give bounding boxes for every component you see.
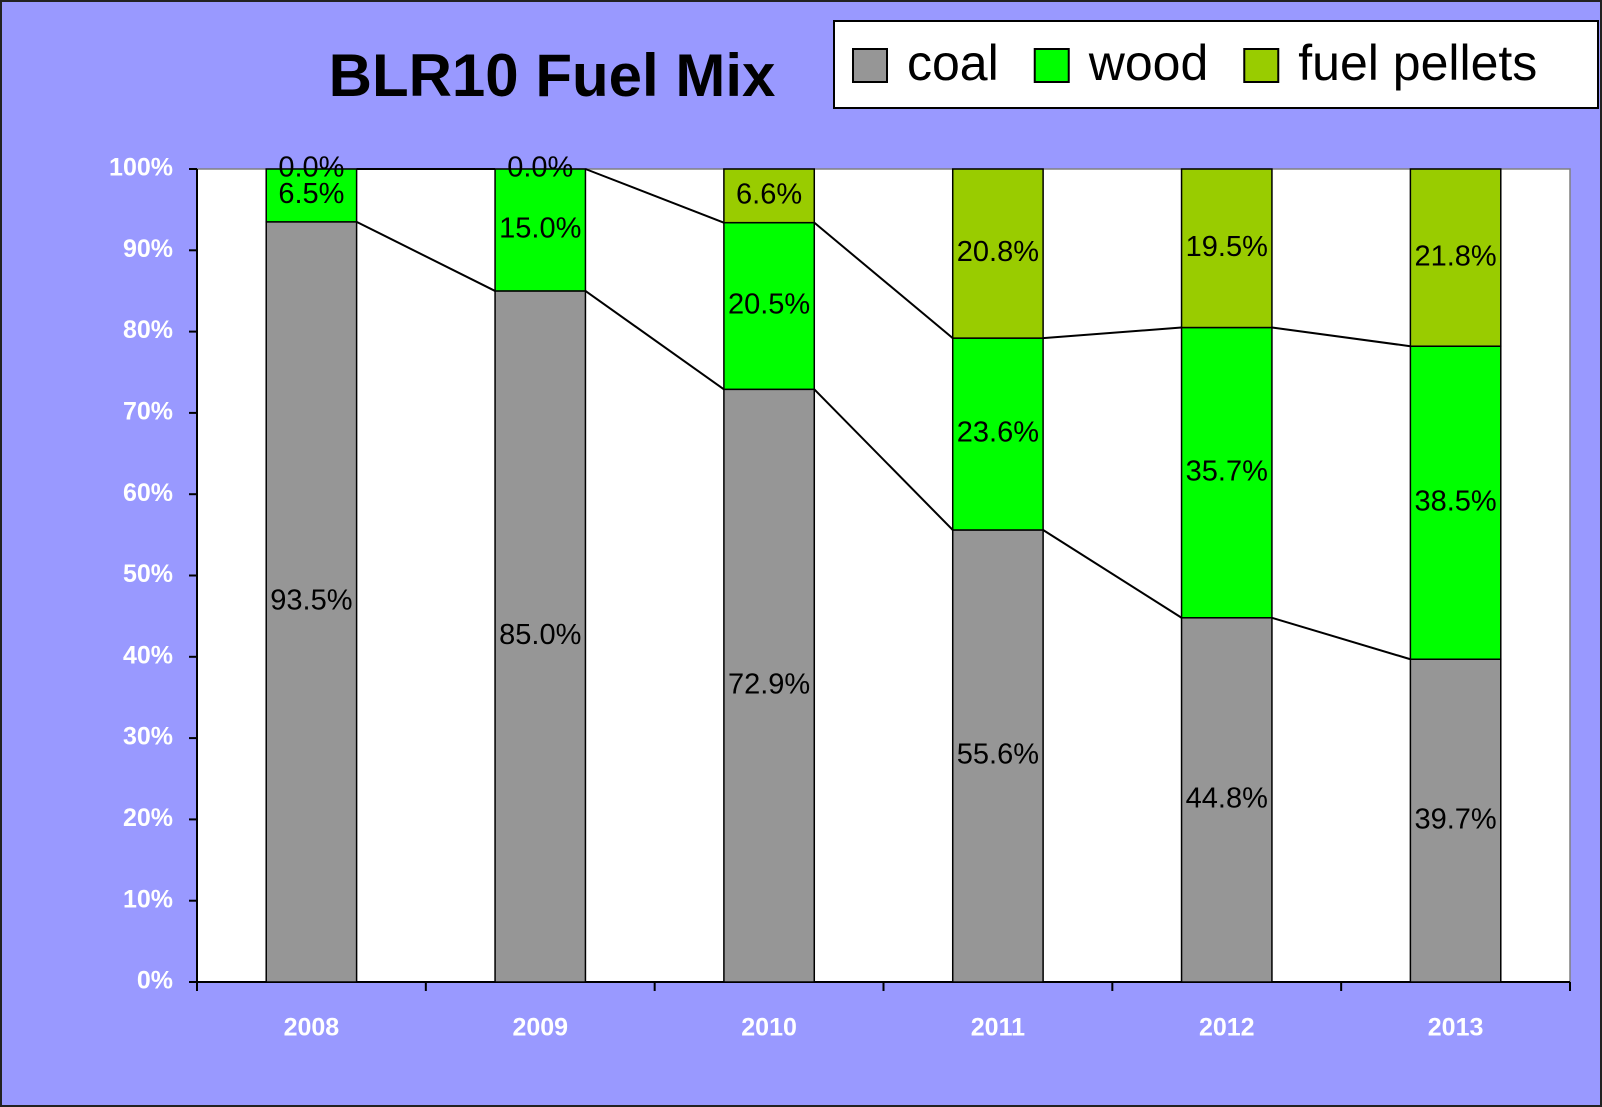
value-label: 15.0%: [499, 213, 581, 245]
x-tick-label: 2010: [741, 1014, 797, 1042]
bar-segment: [723, 388, 816, 983]
value-label: 20.8%: [957, 236, 1039, 268]
bar-segment: [265, 221, 358, 983]
y-tick-label: 60%: [123, 479, 173, 507]
series-line: [813, 221, 954, 339]
bar-segment: [723, 168, 816, 224]
value-label: 0.0%: [278, 152, 344, 184]
bar-segment: [1180, 168, 1273, 329]
legend-swatch: [1243, 48, 1280, 83]
y-tick-label: 30%: [123, 723, 173, 751]
legend: [833, 20, 1599, 109]
bar-segment: [1180, 617, 1273, 983]
y-tick-label: 40%: [123, 641, 173, 669]
value-label: 39.7%: [1414, 803, 1496, 835]
series-line: [1043, 326, 1182, 340]
legend-label: wood: [1088, 35, 1209, 91]
x-tick-label: 2008: [284, 1014, 340, 1042]
legend-label: fuel pellets: [1298, 35, 1537, 91]
series-line: [1042, 529, 1183, 619]
bar-segment: [494, 290, 587, 983]
bar-segment: [1180, 326, 1273, 619]
series-line: [585, 168, 725, 224]
y-tick-label: 20%: [123, 804, 173, 832]
series-line: [1271, 326, 1411, 348]
value-label: 6.6%: [736, 178, 802, 210]
bar-segment: [951, 529, 1044, 983]
value-label: 93.5%: [270, 585, 352, 617]
plot-area: [196, 168, 1571, 983]
value-label: 72.9%: [728, 668, 810, 700]
series-line: [356, 220, 496, 292]
bar-segment: [494, 168, 587, 292]
y-tick-label: 50%: [123, 560, 173, 588]
value-label: 55.6%: [957, 739, 1039, 771]
legend-swatch: [852, 48, 888, 83]
x-tick-label: 2012: [1199, 1014, 1255, 1042]
value-label: 35.7%: [1186, 455, 1268, 487]
value-label: 85.0%: [499, 619, 581, 651]
chart-title: BLR10 Fuel Mix: [329, 42, 776, 109]
value-label: 23.6%: [957, 417, 1039, 449]
legend-label: coal: [907, 35, 999, 91]
y-tick-label: 90%: [123, 235, 173, 263]
series-line: [813, 388, 954, 531]
series-line: [584, 290, 725, 391]
y-tick-label: 0%: [137, 967, 173, 995]
series-line: [1271, 616, 1411, 661]
bar-segment: [1409, 168, 1502, 347]
value-label: 20.5%: [728, 289, 810, 321]
x-tick-label: 2011: [971, 1014, 1025, 1042]
y-tick-label: 80%: [123, 316, 173, 344]
x-tick-label: 2009: [512, 1014, 568, 1042]
bar-segment: [723, 221, 816, 391]
x-tick-label: 2013: [1428, 1014, 1484, 1042]
value-label: 21.8%: [1414, 240, 1496, 272]
value-label: 0.0%: [507, 152, 573, 184]
y-tick-label: 100%: [109, 154, 173, 182]
legend-swatch: [1033, 48, 1070, 83]
value-label: 44.8%: [1186, 783, 1268, 815]
y-tick-label: 70%: [123, 398, 173, 426]
bar-segment: [1409, 345, 1502, 660]
value-label: 6.5%: [278, 178, 344, 210]
bar-segment: [265, 168, 358, 223]
y-tick-label: 10%: [123, 885, 173, 913]
bar-segment: [951, 168, 1044, 339]
value-label: 19.5%: [1186, 231, 1268, 263]
value-label: 38.5%: [1414, 485, 1496, 517]
